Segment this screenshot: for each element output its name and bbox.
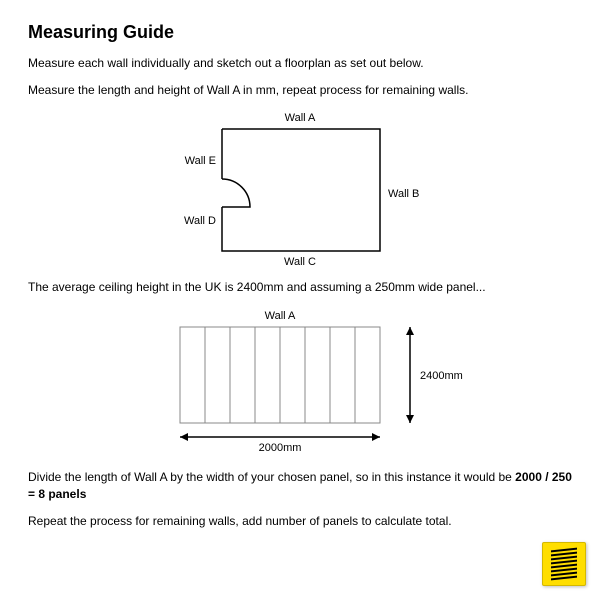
label-wall-c: Wall C — [284, 256, 316, 268]
floorplan-diagram: Wall A Wall B Wall C Wall D Wall E — [28, 109, 572, 269]
page-title: Measuring Guide — [28, 22, 572, 43]
intro-1: Measure each wall individually and sketc… — [28, 55, 572, 72]
calc-prefix: Divide the length of Wall A by the width… — [28, 470, 515, 484]
label-wall-a: Wall A — [285, 112, 316, 124]
panel-width-label: 2000mm — [259, 442, 302, 454]
brand-logo — [542, 542, 586, 586]
label-wall-b: Wall B — [388, 188, 419, 200]
panel-diagram: Wall A 2000mm 2400mm — [28, 305, 572, 455]
label-wall-e: Wall E — [185, 155, 216, 167]
calc-text: Divide the length of Wall A by the width… — [28, 469, 572, 503]
panel-height-label: 2400mm — [420, 370, 463, 382]
panel-title: Wall A — [265, 310, 296, 322]
outro-text: Repeat the process for remaining walls, … — [28, 513, 572, 530]
label-wall-d: Wall D — [184, 215, 216, 227]
mid-text: The average ceiling height in the UK is … — [28, 279, 572, 296]
intro-2: Measure the length and height of Wall A … — [28, 82, 572, 99]
